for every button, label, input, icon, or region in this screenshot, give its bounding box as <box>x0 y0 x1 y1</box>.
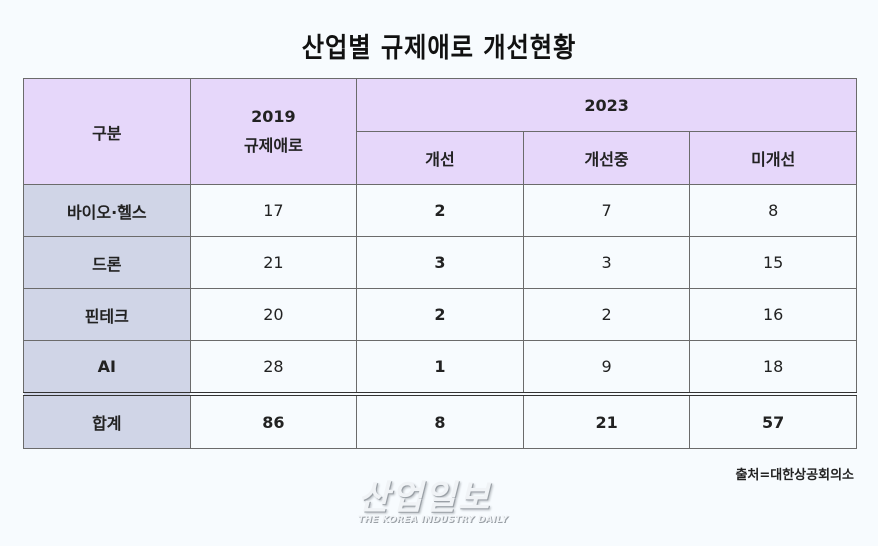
header-2019-label: 규제애로 <box>243 136 303 155</box>
cell-2019: 17 <box>189 184 358 237</box>
table-row: AI 28 1 9 18 <box>23 340 857 395</box>
header-row-1: 구분 2019 규제애로 2023 <box>23 78 857 185</box>
header-category: 구분 <box>23 78 191 185</box>
cell-in-progress: 7 <box>522 184 691 237</box>
header-2019-year: 2019 <box>251 107 296 126</box>
cell-improved: 2 <box>356 288 524 341</box>
header-row-2: 개선 개선중 미개선 <box>24 131 857 185</box>
cell-not-improved: 8 <box>689 184 857 237</box>
total-label: 합계 <box>23 392 191 449</box>
regulation-table: 구분 2019 규제애로 2023 개선 개선중 미개선 바이오·헬스 17 2… <box>23 78 857 449</box>
header-2019: 2019 규제애로 <box>189 78 358 185</box>
header-improved: 개선 <box>356 131 524 185</box>
cell-not-improved: 16 <box>689 288 857 341</box>
cell-improved: 2 <box>356 184 524 237</box>
page-title: 산업별 규제애로 개선현황 <box>301 33 577 64</box>
cell-2019: 28 <box>189 340 358 395</box>
cell-in-progress: 3 <box>522 236 691 289</box>
table-row: 바이오·헬스 17 2 7 8 <box>23 184 857 237</box>
total-not-improved: 57 <box>689 392 857 449</box>
total-2019: 86 <box>189 392 358 449</box>
row-label: 바이오·헬스 <box>23 184 191 237</box>
row-label: 드론 <box>23 236 191 289</box>
watermark-logo: 산업일보 THE KOREA INDUSTRY DAILY <box>358 470 518 530</box>
header-in-progress: 개선중 <box>522 131 691 185</box>
total-improved: 8 <box>356 392 524 449</box>
total-row: 합계 86 8 21 57 <box>23 392 857 449</box>
cell-in-progress: 9 <box>522 340 691 395</box>
source-note: 출처=대한상공회의소 <box>735 468 854 483</box>
cell-improved: 1 <box>356 340 524 395</box>
watermark-korean: 산업일보 <box>358 478 492 518</box>
cell-in-progress: 2 <box>522 288 691 341</box>
table-row: 드론 21 3 3 15 <box>23 236 857 289</box>
cell-not-improved: 15 <box>689 236 857 289</box>
cell-not-improved: 18 <box>689 340 857 395</box>
cell-improved: 3 <box>356 236 524 289</box>
total-in-progress: 21 <box>522 392 691 449</box>
row-label: 핀테크 <box>23 288 191 341</box>
watermark-english: THE KOREA INDUSTRY DAILY <box>358 515 509 525</box>
table-row: 핀테크 20 2 2 16 <box>23 288 857 341</box>
cell-2019: 20 <box>189 288 358 341</box>
header-not-improved: 미개선 <box>689 131 857 185</box>
row-label: AI <box>23 340 191 395</box>
header-2023: 2023 <box>356 78 857 132</box>
cell-2019: 21 <box>189 236 358 289</box>
